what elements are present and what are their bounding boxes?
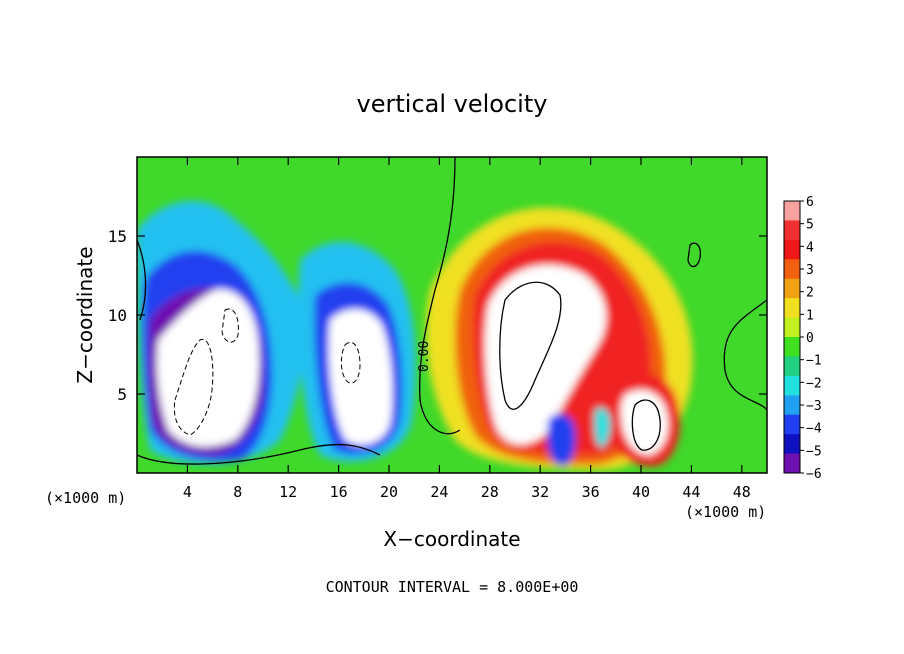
downdraft-west-core (156, 289, 260, 447)
x-tick-label: 40 (632, 483, 650, 501)
zero-contour-bottom (137, 443, 381, 465)
colorbar-swatch (784, 239, 800, 260)
x-axis-label: X−coordinate (383, 527, 520, 551)
colorbar-label: −6 (806, 467, 822, 482)
x-tick-label: 16 (330, 483, 348, 501)
colorbar-label: −1 (806, 354, 822, 369)
colorbar-swatch (784, 259, 800, 280)
updraft-core (484, 265, 607, 445)
x-tick-label: 44 (682, 483, 700, 501)
x-axis: 4 8 12 16 20 24 28 32 36 40 44 48 (183, 157, 751, 501)
x-tick-label: 28 (481, 483, 499, 501)
contour-label: 0.00 (417, 341, 432, 372)
neg-contour-west (173, 338, 214, 436)
colorbar-label: −2 (806, 376, 822, 391)
colorbar-label: −3 (806, 399, 822, 414)
x-tick-label: 48 (733, 483, 751, 501)
colorbar-swatch (784, 414, 800, 435)
zero-contour-main (419, 157, 461, 435)
downdraft-central-core (328, 309, 393, 445)
zero-contour-updraft-east (631, 399, 661, 451)
y-tick-label: 10 (108, 306, 127, 325)
x-tick-label: 36 (582, 483, 600, 501)
neg-contour-central (340, 341, 361, 384)
downdraft-small-teal (594, 407, 611, 448)
neg-contour-west-2 (221, 308, 239, 343)
colorbar-swatch (784, 434, 800, 455)
downdraft-small (547, 413, 576, 467)
zero-contour-west (137, 239, 147, 321)
x-tick-label: 20 (380, 483, 398, 501)
negative-contours (173, 308, 361, 436)
y-axis: 5 10 15 (108, 227, 767, 404)
colorbar-label: 3 (806, 263, 814, 278)
zero-contours (137, 157, 767, 465)
colorbar-swatch (784, 356, 800, 377)
colorbar-label: 1 (806, 308, 814, 323)
colorbar-label: 0 (806, 331, 814, 346)
colorbar-swatch (784, 453, 800, 474)
colorbar-label: −4 (806, 422, 822, 437)
x-tick-label: 24 (430, 483, 448, 501)
x-unit-right: (×1000 m) (685, 503, 766, 521)
plot-area: 0.00 (137, 157, 767, 473)
colorbar-swatch (784, 317, 800, 338)
y-tick-label: 15 (108, 227, 127, 246)
zero-contour-ne (687, 242, 701, 268)
colorbar-label: 6 (806, 195, 814, 210)
colorbar-label: 5 (806, 218, 814, 233)
chart-title: vertical velocity (357, 90, 548, 118)
colorbar-swatch (784, 375, 800, 396)
zero-contour-east (723, 299, 767, 411)
contour-interval-footer: CONTOUR INTERVAL = 8.000E+00 (326, 578, 579, 596)
x-tick-label: 8 (233, 483, 242, 501)
zero-contour-updraft (499, 281, 562, 410)
colorbar: 6 5 4 3 2 1 0 −1 −2 −3 −4 −5 −6 (783, 195, 822, 482)
x-tick-label: 4 (183, 483, 192, 501)
colorbar-swatch (784, 298, 800, 319)
colorbar-label: −5 (806, 444, 822, 459)
colorbar-swatch (784, 278, 800, 299)
colorbar-swatch (784, 201, 800, 221)
x-tick-label: 32 (531, 483, 549, 501)
x-unit-left: (×1000 m) (45, 489, 126, 507)
colorbar-swatch (784, 337, 800, 357)
x-tick-label: 12 (279, 483, 297, 501)
colorbar-label: 4 (806, 240, 814, 255)
y-axis-label: Z−coordinate (73, 246, 97, 383)
colorbar-swatch (784, 395, 800, 416)
colorbar-label: 2 (806, 286, 814, 301)
colorbar-swatch (784, 220, 800, 241)
y-tick-label: 5 (117, 385, 127, 404)
